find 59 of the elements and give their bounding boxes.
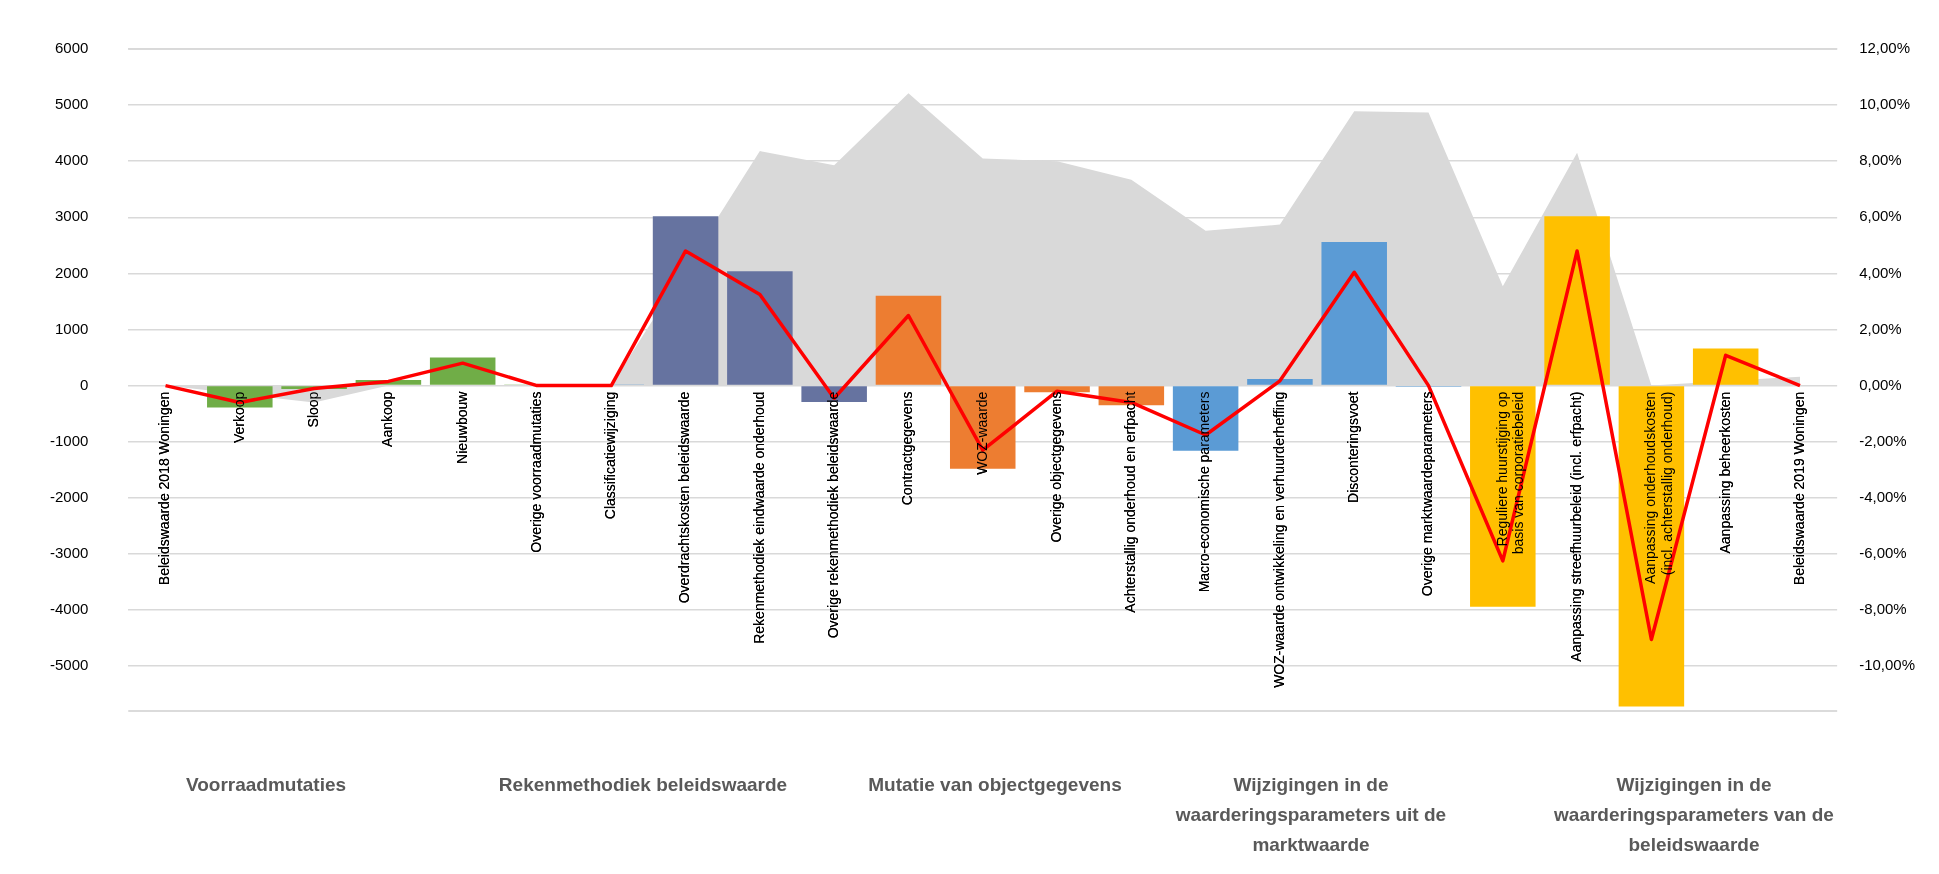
x-tick-label: Overige rekenmethodiek beleidswaarde bbox=[825, 391, 842, 639]
y-tick-label: 0 bbox=[80, 375, 89, 393]
bar bbox=[1024, 386, 1090, 393]
y2-tick-label: 2,00% bbox=[1859, 319, 1902, 337]
y2-tick-label: -6,00% bbox=[1859, 544, 1907, 562]
x-tick-label: Sloop bbox=[304, 391, 321, 428]
x-tick-label: WOZ-waarde ontwikkeling en verhuurderheffing bbox=[1270, 391, 1287, 688]
bar bbox=[1247, 378, 1313, 385]
x-tick-label: Overige marktwaardeparameters bbox=[1419, 391, 1436, 597]
x-tick-label: Aankoop bbox=[379, 391, 396, 447]
x-tick-label: Verkoop bbox=[230, 391, 247, 443]
x-tick-label: Overige objectgegevens bbox=[1047, 391, 1064, 543]
text: Wijzigingen in de waarderingsparameters uit de marktwaarde bbox=[1174, 773, 1448, 857]
x-tick-label: Overige voorraadmutaties bbox=[527, 391, 544, 553]
x-tick-label: Nieuwbouw bbox=[453, 390, 470, 464]
x-tick-label: Aanpassing onderhoudskosten (incl. achterstallig onderhoud) bbox=[1642, 391, 1676, 584]
x-tick-label: WOZ-waarde bbox=[973, 391, 990, 475]
y-tick-label: -1000 bbox=[49, 431, 89, 449]
x-tick-label: Disconteringsvoet bbox=[1345, 391, 1362, 503]
y-tick-label: 5000 bbox=[54, 95, 89, 113]
x-tick-label: Contractgegevens bbox=[899, 391, 916, 506]
x-tick-label: Beleidswaarde 2019 Woningen bbox=[1790, 391, 1807, 586]
text: Voorraadmutaties bbox=[184, 773, 348, 797]
x-tick-label: Classificatiewijziging bbox=[602, 391, 619, 520]
x-tick-label: Beleidswaarde 2018 Woningen bbox=[156, 391, 173, 586]
y2-tick-label: -8,00% bbox=[1859, 600, 1907, 618]
y2-tick-label: 8,00% bbox=[1859, 151, 1902, 169]
bar bbox=[652, 216, 719, 385]
y-tick-label: 4000 bbox=[54, 151, 89, 169]
bar bbox=[1544, 216, 1610, 385]
y2-tick-label: 6,00% bbox=[1859, 207, 1902, 225]
bar bbox=[727, 271, 793, 385]
bar bbox=[875, 295, 942, 385]
text: Wijzigingen in de waarderingsparameters van de beleidswaarde bbox=[1553, 773, 1835, 857]
y-tick-label: -2000 bbox=[49, 487, 89, 505]
y2-tick-label: -2,00% bbox=[1859, 431, 1907, 449]
y-tick-label: 1000 bbox=[54, 319, 89, 337]
x-tick-label: Overdrachtskosten beleidswaarde bbox=[676, 391, 693, 604]
x-tick-label: Aanpassing beheerkosten bbox=[1716, 391, 1733, 554]
x-tick-label: Aanpassing streefhuurbeleid (incl. erfpacht) bbox=[1567, 391, 1584, 662]
y2-tick-label: 12,00% bbox=[1859, 39, 1911, 57]
y-tick-label: 6000 bbox=[54, 39, 89, 57]
y-tick-label: -4000 bbox=[49, 600, 89, 618]
y2-tick-label: 0,00% bbox=[1859, 375, 1902, 393]
y2-tick-label: -10,00% bbox=[1859, 656, 1916, 674]
y-tick-label: 3000 bbox=[54, 207, 89, 225]
y2-tick-label: -4,00% bbox=[1859, 487, 1907, 505]
y-tick-label: 2000 bbox=[54, 263, 89, 281]
y-tick-label: -5000 bbox=[49, 656, 89, 674]
x-tick-label: Achterstallig onderhoud en erfpacht bbox=[1122, 391, 1139, 613]
y2-tick-label: 4,00% bbox=[1859, 263, 1902, 281]
y-tick-label: -3000 bbox=[49, 544, 89, 562]
y2-tick-label: 10,00% bbox=[1859, 95, 1911, 113]
bar bbox=[1321, 241, 1387, 385]
x-tick-label: Reguliere huurstijging op basis van corporatiebeleid bbox=[1493, 391, 1527, 555]
text: Rekenmethodiek beleidswaarde bbox=[497, 773, 789, 797]
x-tick-label: Rekenmethodiek eindwaarde onderhoud bbox=[750, 391, 767, 644]
text: Mutatie van objectgegevens bbox=[867, 773, 1123, 797]
x-tick-label: Macro-economische parameters bbox=[1196, 391, 1213, 593]
